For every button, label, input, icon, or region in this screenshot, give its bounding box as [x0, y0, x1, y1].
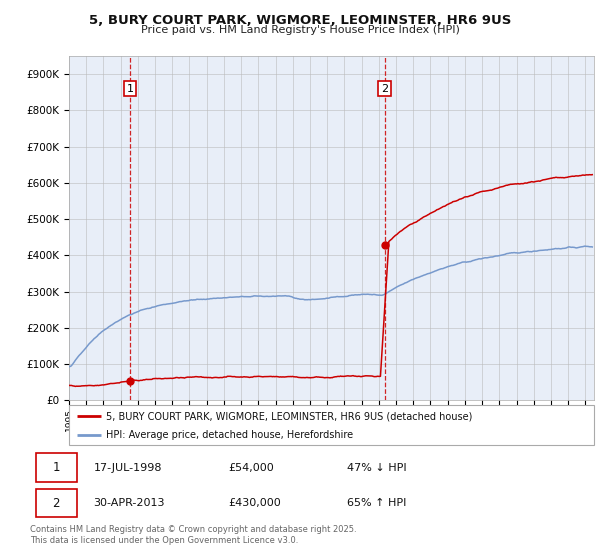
Text: 47% ↓ HPI: 47% ↓ HPI [347, 463, 407, 473]
Text: 2: 2 [381, 83, 388, 94]
Text: 30-APR-2013: 30-APR-2013 [94, 498, 165, 508]
Text: 17-JUL-1998: 17-JUL-1998 [94, 463, 162, 473]
Text: 1: 1 [127, 83, 133, 94]
Text: Price paid vs. HM Land Registry's House Price Index (HPI): Price paid vs. HM Land Registry's House … [140, 25, 460, 35]
Text: £54,000: £54,000 [229, 463, 274, 473]
Text: £430,000: £430,000 [229, 498, 281, 508]
Text: 5, BURY COURT PARK, WIGMORE, LEOMINSTER, HR6 9US: 5, BURY COURT PARK, WIGMORE, LEOMINSTER,… [89, 14, 511, 27]
Text: 2: 2 [52, 497, 60, 510]
FancyBboxPatch shape [69, 405, 594, 445]
Text: 1: 1 [52, 461, 60, 474]
FancyBboxPatch shape [35, 489, 77, 517]
Text: 65% ↑ HPI: 65% ↑ HPI [347, 498, 407, 508]
Text: Contains HM Land Registry data © Crown copyright and database right 2025.
This d: Contains HM Land Registry data © Crown c… [30, 525, 356, 545]
Text: 5, BURY COURT PARK, WIGMORE, LEOMINSTER, HR6 9US (detached house): 5, BURY COURT PARK, WIGMORE, LEOMINSTER,… [106, 411, 472, 421]
Text: HPI: Average price, detached house, Herefordshire: HPI: Average price, detached house, Here… [106, 430, 353, 440]
FancyBboxPatch shape [35, 454, 77, 482]
